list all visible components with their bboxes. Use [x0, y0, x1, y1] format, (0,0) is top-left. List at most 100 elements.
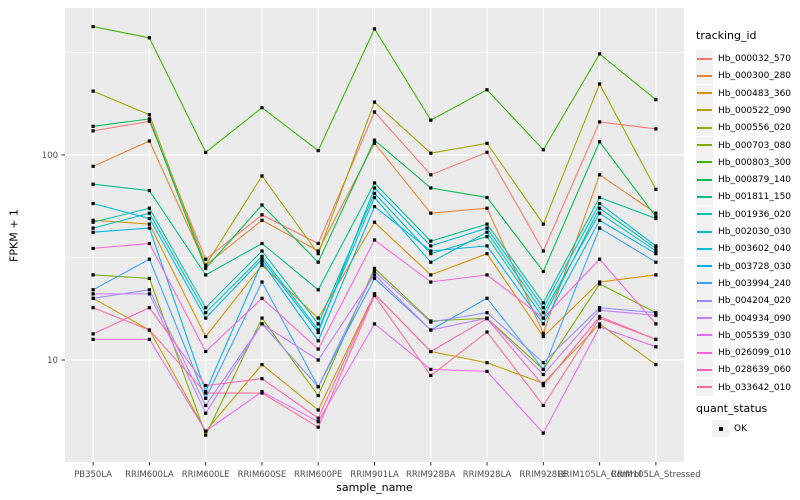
legend-key-swatch — [696, 101, 713, 119]
data-point — [429, 118, 433, 122]
data-point — [598, 218, 602, 222]
data-point — [654, 249, 658, 253]
data-point — [485, 222, 489, 226]
data-point — [372, 205, 377, 209]
data-point — [91, 226, 95, 230]
data-point — [260, 377, 264, 381]
legend-key-line — [697, 57, 712, 60]
data-point — [91, 292, 95, 296]
legend-item-label: Hb_028639_060 — [718, 365, 792, 376]
data-point — [541, 306, 545, 310]
data-point — [485, 244, 489, 248]
data-point — [598, 195, 602, 200]
legend-item-label: Hb_000522_090 — [718, 105, 792, 116]
data-point — [147, 276, 151, 280]
legend-key-swatch — [696, 378, 713, 396]
data-point — [147, 119, 151, 123]
data-point — [372, 186, 377, 190]
data-point — [372, 292, 377, 296]
data-point — [485, 195, 489, 200]
legend-key-line — [697, 334, 712, 337]
data-point — [316, 328, 320, 332]
legend-item-label: Hb_000556_020 — [718, 123, 792, 134]
data-point — [91, 129, 95, 133]
data-point — [204, 150, 208, 154]
legend-key-line — [697, 126, 712, 129]
data-point — [372, 266, 377, 270]
data-point — [204, 316, 208, 320]
y-axis-title: FPKM + 1 — [7, 209, 21, 262]
data-point — [147, 206, 151, 210]
legend-key-swatch — [712, 420, 729, 437]
legend-key-swatch — [696, 326, 713, 344]
legend-key-swatch — [696, 84, 713, 102]
data-point — [316, 416, 320, 420]
legend-key-line — [697, 247, 712, 250]
data-point — [147, 306, 151, 310]
data-point — [91, 332, 95, 336]
x-tick-label: RRIM901LA — [350, 470, 399, 480]
data-point — [260, 241, 264, 246]
data-point — [485, 296, 489, 300]
data-point — [598, 280, 602, 284]
x-tick-label: RRIM600LE — [182, 470, 230, 480]
data-point — [598, 282, 602, 286]
legend-item-label: Hb_000300_280 — [718, 71, 792, 82]
legend-key-swatch — [696, 171, 713, 189]
x-axis-title: sample_name — [336, 481, 413, 494]
data-point — [147, 288, 151, 292]
data-point — [429, 186, 433, 190]
data-point — [316, 322, 320, 326]
legend-item-label: Hb_033642_010 — [718, 382, 792, 393]
data-point — [485, 311, 489, 315]
legend-key-swatch — [696, 50, 713, 67]
data-point — [316, 249, 320, 253]
data-point — [429, 367, 433, 371]
data-point — [654, 252, 658, 256]
data-point — [654, 187, 658, 191]
data-point — [260, 249, 264, 253]
legend-key-swatch — [696, 223, 713, 240]
legend-key-swatch — [696, 67, 713, 85]
data-point — [598, 201, 602, 206]
data-point — [429, 328, 433, 332]
legend-key-line — [697, 386, 712, 389]
data-point — [316, 339, 320, 343]
data-point — [429, 320, 433, 324]
data-point — [541, 381, 545, 385]
data-point — [485, 226, 489, 230]
data-point — [372, 27, 377, 31]
data-point — [372, 195, 377, 200]
data-point — [485, 273, 489, 277]
legend-key-swatch — [696, 361, 713, 379]
legend-key-line — [697, 161, 712, 164]
data-point — [541, 311, 545, 315]
data-point — [260, 316, 264, 320]
data-point — [541, 301, 545, 305]
data-point — [147, 328, 151, 332]
data-point — [204, 349, 208, 354]
data-point — [485, 206, 489, 210]
data-point — [429, 151, 433, 155]
data-point — [204, 266, 208, 270]
legend-key-swatch — [696, 309, 713, 327]
legend-item-label: Hb_004934_090 — [718, 313, 792, 324]
data-point — [91, 89, 95, 93]
data-point — [204, 335, 208, 339]
legend-key-swatch — [696, 119, 713, 137]
data-point — [654, 337, 658, 341]
data-point — [598, 316, 602, 320]
legend-item-label: Hb_003602_040 — [718, 244, 792, 255]
data-point — [541, 148, 545, 152]
data-point — [485, 141, 489, 145]
data-point — [654, 215, 658, 219]
data-point — [598, 308, 602, 312]
data-point — [372, 191, 377, 195]
data-point — [316, 408, 320, 412]
legend-key-swatch — [696, 274, 713, 292]
data-point — [260, 322, 264, 326]
data-point — [260, 391, 264, 395]
data-point — [541, 322, 545, 326]
legend-item-label: Hb_026099_010 — [718, 348, 792, 359]
